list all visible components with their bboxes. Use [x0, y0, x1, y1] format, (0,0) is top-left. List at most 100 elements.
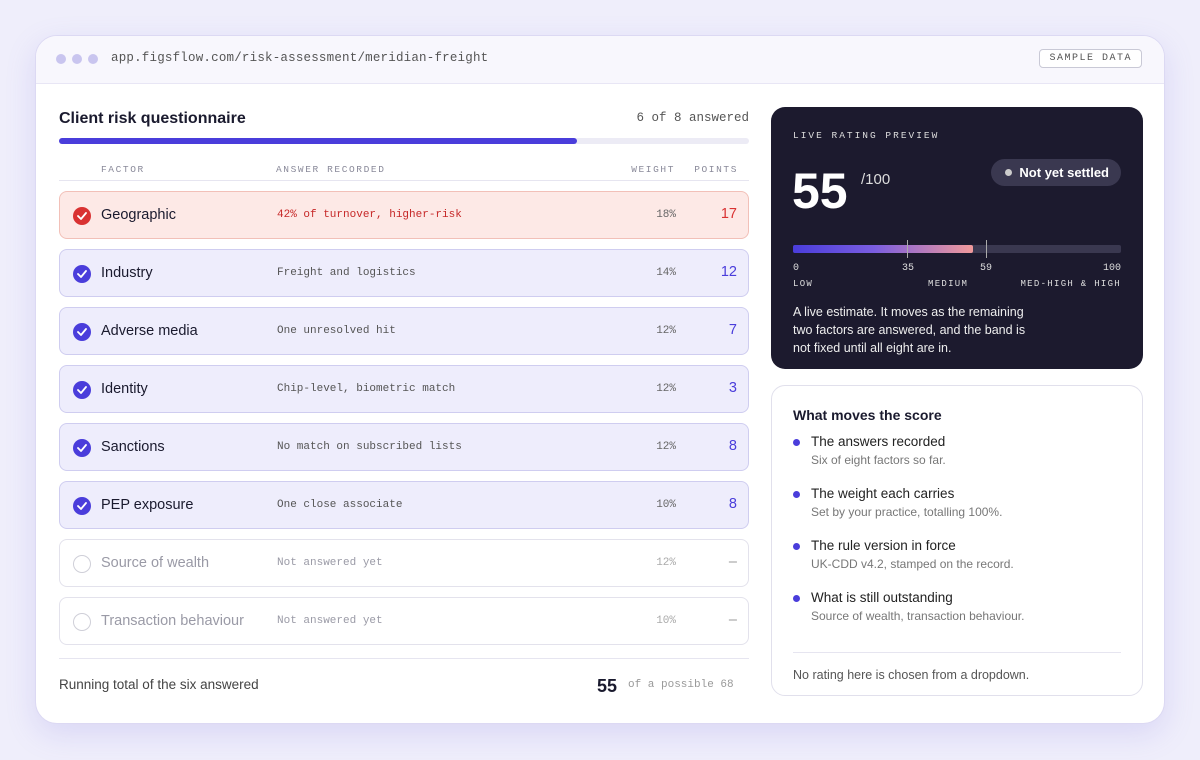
- item-detail: Source of wealth, transaction behaviour.: [811, 609, 1025, 623]
- factor-name: Industry: [101, 265, 153, 281]
- total-possible: of a possible 68: [628, 679, 734, 691]
- address-bar[interactable]: app.figsflow.com/risk-assessment/meridia…: [111, 51, 489, 65]
- check-circle-icon[interactable]: [73, 381, 91, 399]
- column-factor: FACTOR: [101, 164, 145, 175]
- scale-tick: [986, 240, 987, 258]
- bullet-icon: [793, 595, 800, 602]
- item-detail: Set by your practice, totalling 100%.: [811, 505, 1003, 519]
- factor-answer: No match on subscribed lists: [277, 441, 462, 453]
- band-medium: MEDIUM: [928, 279, 969, 289]
- factor-row[interactable]: Sanctions No match on subscribed lists 12%…: [59, 423, 749, 471]
- factor-row[interactable]: Source of wealth Not answered yet 12% –: [59, 539, 749, 587]
- factor-row[interactable]: Identity Chip-level, biometric match 12% 3: [59, 365, 749, 413]
- score-factors-card: What moves the score The answers recorde…: [771, 385, 1143, 696]
- factor-list: Geographic 42% of turnover, higher-risk 18…: [59, 191, 749, 655]
- factor-name: Geographic: [101, 207, 176, 223]
- item-heading: The answers recorded: [811, 434, 946, 449]
- window-controls: [56, 54, 98, 64]
- window-dot[interactable]: [72, 54, 82, 64]
- progress-bar: [59, 138, 749, 144]
- empty-circle-icon[interactable]: [73, 613, 91, 631]
- column-weight: WEIGHT: [631, 164, 675, 175]
- rating-scale: [793, 240, 1121, 258]
- item-detail: Six of eight factors so far.: [811, 453, 946, 467]
- factor-name: Sanctions: [101, 439, 165, 455]
- check-circle-icon[interactable]: [73, 439, 91, 457]
- card-label: LIVE RATING PREVIEW: [793, 130, 940, 141]
- factor-row[interactable]: PEP exposure One close associate 10% 8: [59, 481, 749, 529]
- bullet-icon: [793, 543, 800, 550]
- scale-label-0: 0: [793, 263, 800, 274]
- factor-weight: 10%: [656, 499, 676, 511]
- factor-row[interactable]: Adverse media One unresolved hit 12% 7: [59, 307, 749, 355]
- item-heading: The weight each carries: [811, 486, 955, 501]
- status-badge: Not yet settled: [991, 159, 1121, 186]
- check-circle-icon[interactable]: [73, 497, 91, 515]
- factor-points: –: [728, 612, 737, 628]
- factor-points: 8: [728, 438, 737, 454]
- window-dot[interactable]: [56, 54, 66, 64]
- rating-description: A live estimate. It moves as the remaini…: [793, 305, 1026, 355]
- answered-count: 6 of 8 answered: [636, 111, 749, 125]
- factor-answer: Chip-level, biometric match: [277, 383, 456, 395]
- scale-tick: [907, 240, 908, 258]
- band-high: MED-HIGH & HIGH: [1020, 279, 1121, 289]
- factor-row[interactable]: Geographic 42% of turnover, higher-risk 18…: [59, 191, 749, 239]
- factor-weight: 12%: [656, 383, 676, 395]
- bullet-icon: [793, 439, 800, 446]
- factor-answer: One unresolved hit: [277, 325, 396, 337]
- factor-answer: 42% of turnover, higher-risk: [277, 209, 462, 221]
- factor-answer: Not answered yet: [277, 615, 383, 627]
- factor-name: PEP exposure: [101, 497, 194, 513]
- factor-weight: 10%: [656, 615, 676, 627]
- card-footer: No rating here is chosen from a dropdown…: [793, 652, 1121, 682]
- total-label: Running total of the six answered: [59, 677, 259, 692]
- factor-row[interactable]: Transaction behaviour Not answered yet 10%…: [59, 597, 749, 645]
- title-bar: app.figsflow.com/risk-assessment/meridia…: [36, 36, 1164, 84]
- browser-window: app.figsflow.com/risk-assessment/meridia…: [35, 35, 1165, 724]
- factor-row[interactable]: Industry Freight and logistics 14% 12: [59, 249, 749, 297]
- column-answer: ANSWER RECORDED: [276, 164, 386, 175]
- status-text: Not yet settled: [1019, 165, 1109, 180]
- factor-points: 7: [728, 322, 737, 338]
- item-heading: What is still outstanding: [811, 590, 953, 605]
- factor-name: Source of wealth: [101, 555, 210, 571]
- factor-points: –: [728, 554, 737, 570]
- factor-weight: 14%: [656, 267, 676, 279]
- status-dot-icon: [1005, 169, 1013, 177]
- factor-name: Adverse media: [101, 323, 198, 339]
- live-rating-card: LIVE RATING PREVIEW 55 /100 Not yet sett…: [771, 107, 1143, 369]
- window-dot[interactable]: [88, 54, 98, 64]
- check-circle-icon[interactable]: [73, 265, 91, 283]
- rating-max: /100: [861, 171, 891, 188]
- item-heading: The rule version in force: [811, 538, 956, 553]
- factor-weight: 12%: [656, 557, 676, 569]
- bullet-icon: [793, 491, 800, 498]
- scale-fill: [793, 245, 974, 253]
- check-circle-icon[interactable]: [73, 207, 91, 225]
- total-value: 55: [597, 676, 618, 696]
- factor-weight: 18%: [656, 209, 676, 221]
- scale-label-100: 100: [1102, 263, 1121, 274]
- column-points: POINTS: [694, 164, 738, 175]
- factor-weight: 12%: [656, 325, 676, 337]
- empty-circle-icon[interactable]: [73, 555, 91, 573]
- rating-score: 55: [792, 163, 848, 219]
- factor-points: 8: [728, 496, 737, 512]
- factor-answer: Freight and logistics: [277, 267, 416, 279]
- sample-data-badge: SAMPLE DATA: [1039, 49, 1142, 68]
- factor-points: 12: [720, 264, 737, 280]
- running-total: Running total of the six answered 55 of …: [59, 658, 749, 699]
- factor-answer: Not answered yet: [277, 557, 383, 569]
- item-detail: UK-CDD v4.2, stamped on the record.: [811, 557, 1014, 571]
- band-low: LOW: [793, 279, 814, 289]
- factor-weight: 12%: [656, 441, 676, 453]
- page-title: Client risk questionnaire: [59, 110, 246, 127]
- check-circle-icon[interactable]: [73, 323, 91, 341]
- card-title: What moves the score: [793, 407, 942, 423]
- factor-points: 17: [720, 206, 737, 222]
- factor-points: 3: [728, 380, 737, 396]
- scale-label-59: 59: [980, 263, 993, 274]
- table-header: FACTOR ANSWER RECORDED WEIGHT POINTS: [59, 161, 749, 181]
- factor-name: Transaction behaviour: [101, 613, 244, 629]
